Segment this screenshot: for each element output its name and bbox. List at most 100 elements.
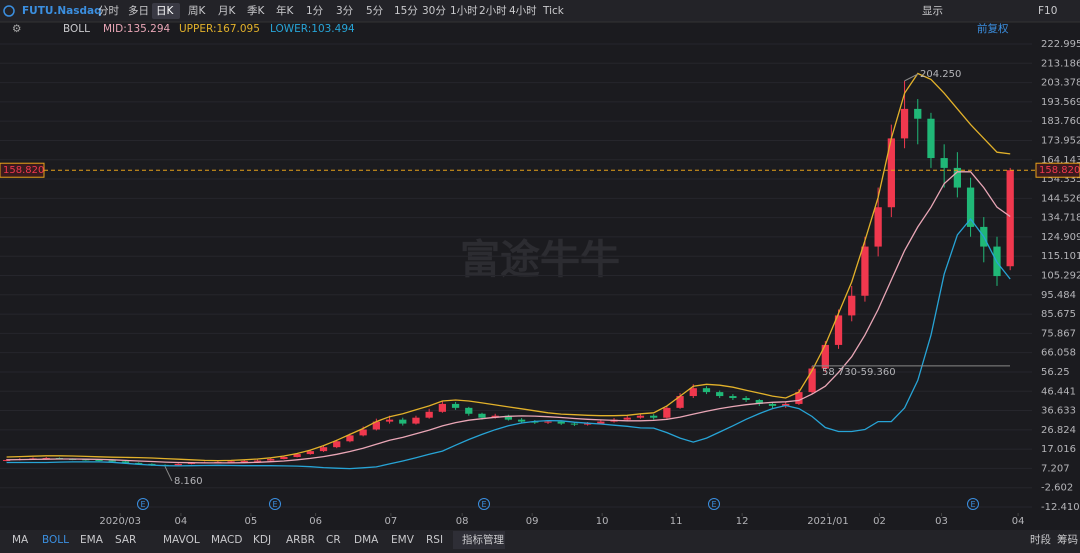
period-tab[interactable]: 5分 [366,5,384,17]
indicator-tab[interactable]: EMA [80,534,104,546]
candle-body [689,388,697,397]
candle-body [636,415,645,418]
event-label[interactable]: E [272,500,277,509]
candle-body [914,108,922,119]
indicator-tab[interactable]: MACD [211,534,242,546]
last-price-label: 158.820 [3,165,44,176]
period-tab[interactable]: 多日 [128,4,149,17]
event-label[interactable]: E [140,500,145,509]
indicator-tab[interactable]: BOLL [42,534,69,546]
period-tab[interactable]: 分时 [98,5,119,17]
indicator-tab[interactable]: KDJ [253,534,271,546]
candle-body [280,457,288,459]
annotation-leader [904,73,919,82]
candle-body [293,454,301,458]
event-marker[interactable] [137,498,149,510]
candle-body [900,108,909,139]
period-tab[interactable]: 30分 [422,5,446,17]
settings-icon[interactable]: ⚙ [12,23,21,35]
candle-body [451,403,460,408]
indicator-tab[interactable]: SAR [115,534,136,546]
candle-body [848,295,856,316]
period-tab[interactable]: 1小时 [450,5,478,17]
candle-body [95,459,103,461]
indicator-tab[interactable]: RSI [426,534,443,546]
candle-body [676,396,684,408]
event-marker[interactable] [708,498,720,510]
period-tab[interactable]: 15分 [394,5,418,17]
legend-entry: MID:135.294 [103,23,171,35]
symbol[interactable]: FUTU.Nasdaq [22,5,102,17]
annotation: 58.730-59.360 [822,367,896,378]
candle-body [650,415,658,418]
y-tick-label: 75.867 [1041,328,1076,339]
event-label[interactable]: E [481,500,486,509]
y-tick-label: -2.602 [1041,483,1073,494]
y-tick-label: 203.378 [1041,78,1080,89]
x-tick-label: 02 [873,516,886,527]
x-tick-label: 04 [1012,516,1025,527]
candle-body [702,388,711,393]
x-tick-label: 2020/03 [99,516,141,527]
candle-body [940,158,948,168]
annotation: 204.250 [920,69,961,80]
candle-body [1006,170,1014,267]
indicator-tab[interactable]: ARBR [286,534,315,546]
last-price-label: 158.820 [1039,165,1080,176]
indicator-tab[interactable]: 指标管理 [462,533,504,546]
candle-body [755,399,763,404]
event-marker[interactable] [967,498,979,510]
indicator-tab[interactable]: CR [326,534,341,546]
event-label[interactable]: E [711,500,716,509]
candle-body [438,403,447,412]
display-menu[interactable]: 显示 [922,5,943,17]
candle-body [319,447,328,452]
right-tab[interactable]: 筹码 [1057,533,1078,546]
candle-body [927,118,935,159]
candle-body [187,462,196,464]
period-tab[interactable]: 周K [188,5,206,17]
f10-button[interactable]: F10 [1038,5,1057,17]
annotation: 8.160 [174,476,203,487]
period-tab[interactable]: 月K [218,5,236,17]
indicator-tab[interactable]: MAVOL [163,534,200,546]
period-tab[interactable]: 年K [276,4,294,17]
event-marker[interactable] [478,498,490,510]
indicator-tab[interactable]: EMV [391,534,415,546]
x-tick-label: 03 [935,516,948,527]
candle-body [716,392,724,397]
candle-body [570,423,579,425]
candle-body [425,411,433,418]
logo-icon[interactable] [3,5,15,17]
period-tab[interactable]: 季K [247,5,265,17]
toolbar-bg [0,0,1080,22]
event-marker[interactable] [269,498,281,510]
period-selected-bg [152,3,180,19]
candle-body [135,462,143,464]
event-label[interactable]: E [970,500,975,509]
y-tick-label: 85.675 [1041,309,1076,320]
period-tab[interactable]: 3分 [336,5,354,17]
right-tab[interactable]: 时段 [1030,533,1052,546]
indicator-tab[interactable]: DMA [354,534,379,546]
candle-body [861,246,869,296]
selected-tab-bg [453,531,505,549]
indicator-name[interactable]: BOLL [63,23,90,35]
indicator-tab[interactable]: MA [12,534,29,546]
period-tab[interactable]: 2小时 [479,5,507,17]
adjust-menu[interactable]: 前复权 [977,22,1009,35]
y-tick-label: 213.186 [1041,58,1080,69]
period-tab[interactable]: 日K [156,5,174,17]
candle-body [412,417,420,424]
period-tab[interactable]: 1分 [306,5,324,17]
x-tick-label: 06 [309,516,322,527]
candle-body [531,421,539,423]
candle-body [478,413,486,418]
y-tick-label: 193.569 [1041,97,1080,108]
period-tab[interactable]: Tick [542,5,565,17]
candle-body [504,415,513,420]
candle-body [174,463,182,466]
period-tab[interactable]: 4小时 [509,5,537,17]
